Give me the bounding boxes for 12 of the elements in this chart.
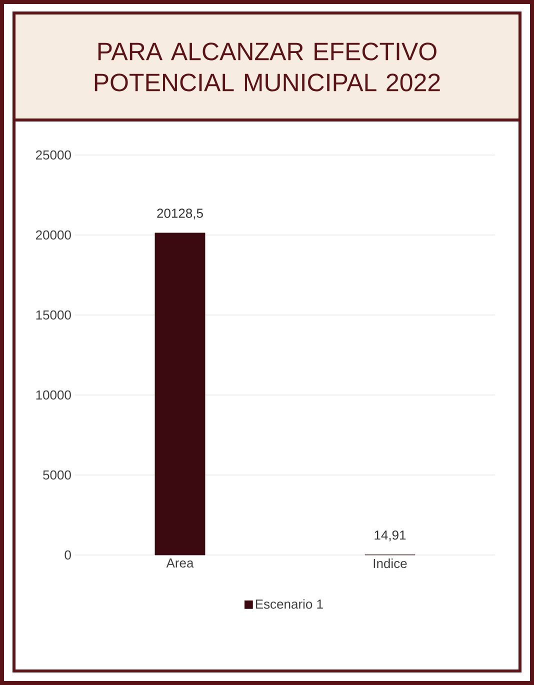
- chart-title: PARA ALCANZAR EFECTIVO POTENCIAL MUNICIPAL 2022: [94, 42, 440, 92]
- legend-label: Escenario 1: [256, 599, 323, 609]
- data-label: 20128,5: [157, 208, 203, 220]
- y-tick-label: 20000: [36, 230, 71, 240]
- y-tick-label: 10000: [36, 390, 71, 400]
- y-tick-label: 15000: [36, 310, 71, 320]
- x-tick-label: Area: [166, 558, 194, 568]
- y-tick-label: 0: [64, 550, 71, 560]
- y-tick-label: 25000: [36, 150, 71, 160]
- data-label: 14,91: [374, 530, 406, 542]
- x-tick-label: Indice: [374, 558, 407, 568]
- y-tick-label: 5000: [43, 470, 71, 480]
